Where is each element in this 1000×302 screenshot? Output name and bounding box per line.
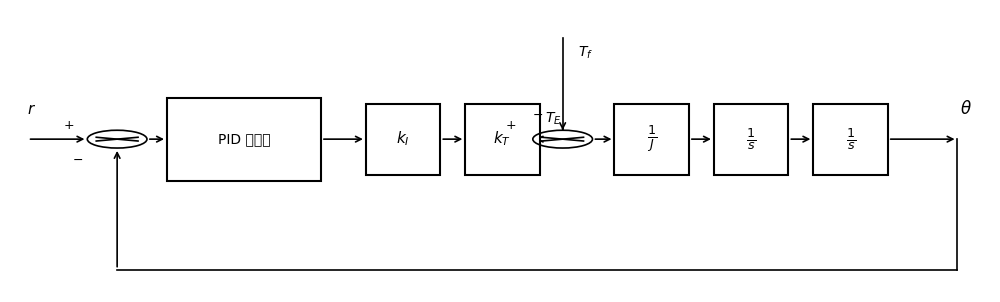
FancyBboxPatch shape	[366, 104, 440, 175]
Text: $k_I$: $k_I$	[396, 130, 410, 149]
Text: +: +	[506, 119, 516, 132]
Text: $-$: $-$	[72, 153, 83, 166]
Text: $\frac{1}{s}$: $\frac{1}{s}$	[746, 126, 756, 152]
FancyBboxPatch shape	[465, 104, 540, 175]
FancyBboxPatch shape	[167, 98, 321, 181]
Text: $T_f$: $T_f$	[578, 45, 593, 61]
FancyBboxPatch shape	[813, 104, 888, 175]
Text: $-$: $-$	[532, 108, 543, 120]
Text: $\theta$: $\theta$	[960, 101, 972, 118]
FancyBboxPatch shape	[614, 104, 689, 175]
FancyBboxPatch shape	[714, 104, 788, 175]
Text: $T_E$: $T_E$	[545, 110, 561, 127]
Text: +: +	[64, 119, 75, 132]
Text: $\frac{1}{s}$: $\frac{1}{s}$	[846, 126, 856, 152]
Text: $k_T$: $k_T$	[493, 130, 511, 149]
Text: PID 控制器: PID 控制器	[218, 132, 270, 146]
Text: $\frac{1}{J}$: $\frac{1}{J}$	[647, 124, 657, 155]
Text: r: r	[28, 102, 34, 117]
